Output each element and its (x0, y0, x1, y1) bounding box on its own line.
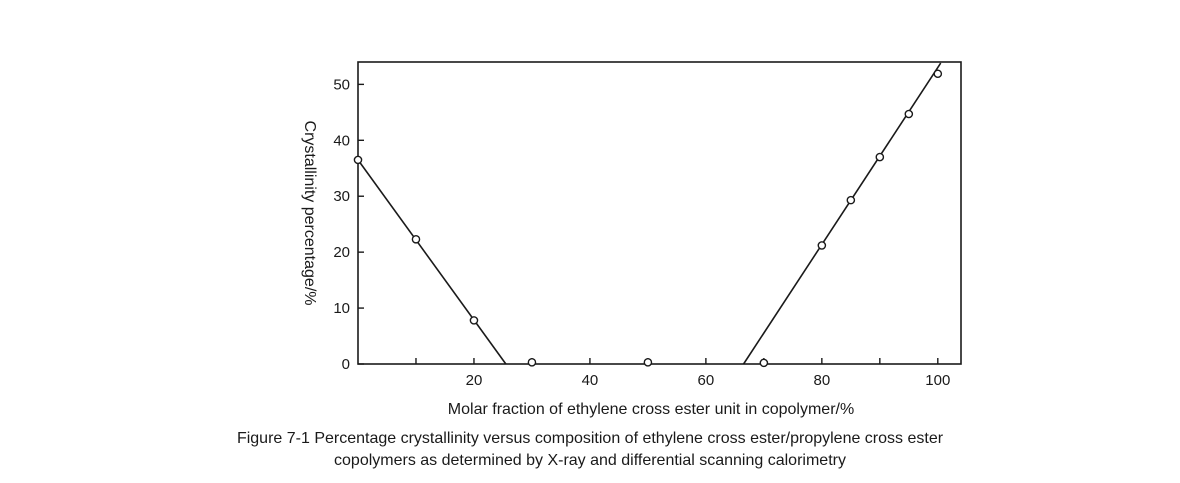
x-tick-label: 100 (925, 372, 950, 389)
data-point (875, 152, 885, 162)
x-tick-label: 80 (814, 372, 831, 389)
y-tick-label: 10 (333, 300, 350, 317)
x-tick-label: 60 (698, 372, 715, 389)
data-point (353, 155, 363, 165)
y-tick-label: 0 (342, 356, 350, 373)
y-tick-label: 20 (333, 244, 350, 261)
data-point (933, 69, 943, 79)
plot-frame (357, 61, 962, 365)
chart: 20 40 60 80 100 0 10 20 30 40 50 Molar fraction o… (301, 61, 962, 418)
x-axis: 20 40 60 80 100 (415, 358, 950, 389)
y-tick-label: 30 (333, 188, 350, 205)
data-point (643, 358, 653, 367)
data-point (469, 316, 479, 325)
x-axis-title: Molar fraction of ethylene cross ester u… (448, 401, 854, 418)
fit-lines (357, 62, 942, 365)
data-point (846, 195, 856, 205)
fit-line (357, 159, 507, 365)
caption-line-1: Figure 7-1 Percentage crystallinity vers… (236, 430, 944, 447)
y-axis: 0 10 20 30 40 50 (333, 76, 364, 373)
plot-border (357, 61, 962, 365)
y-axis-title: Crystallinity percentage/% (301, 121, 318, 306)
figure-caption: Figure 7-1 Percentage crystallinity vers… (0, 428, 1180, 472)
data-point (527, 358, 537, 367)
data-point (904, 109, 914, 119)
data-point (817, 241, 827, 250)
fit-line (742, 62, 942, 365)
data-points (353, 69, 943, 368)
x-tick-label: 40 (582, 372, 599, 389)
data-point (411, 234, 421, 244)
caption-line-2: copolymers as determined by X-ray and di… (334, 452, 846, 469)
x-tick-label: 20 (466, 372, 483, 389)
y-tick-label: 40 (333, 132, 350, 149)
data-point (759, 358, 769, 368)
y-tick-label: 50 (333, 76, 350, 93)
